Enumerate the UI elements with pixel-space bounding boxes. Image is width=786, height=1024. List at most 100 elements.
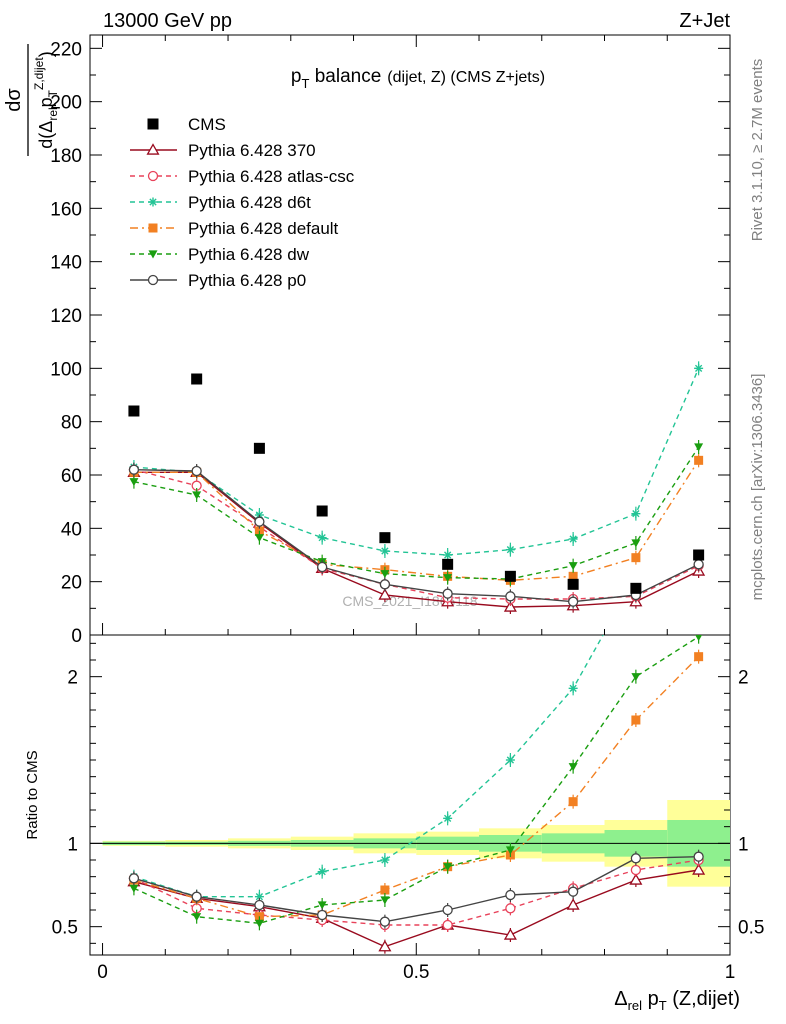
ratio-tick-label-right: 1 <box>738 834 749 855</box>
legend-marker <box>147 274 159 286</box>
ratio-series-point <box>692 863 706 875</box>
main-plot: 0 20 40 60 80 100 120 140 160 180 200 220 CMS_2021_… <box>3 34 731 647</box>
main-y-tick-label: 40 <box>61 519 82 540</box>
y-label-den-mid: p <box>36 97 56 107</box>
x-label-mid: p <box>642 988 659 1010</box>
main-series-point <box>694 455 704 465</box>
ratio-tick-label-right: 0.5 <box>738 918 764 939</box>
main-series-point <box>128 464 140 475</box>
main-series-point <box>254 516 265 527</box>
ratio-series-point <box>317 909 328 921</box>
main-plot-frame <box>89 34 731 636</box>
main-series-point <box>254 534 264 543</box>
main-series-point <box>380 546 390 556</box>
ratio-series-point <box>631 715 641 725</box>
cms-data-point <box>567 578 579 590</box>
main-series-point <box>379 579 391 590</box>
main-series-point <box>443 550 453 560</box>
ratio-series-line <box>133 855 699 923</box>
main-series-point <box>129 478 139 487</box>
legend-marker <box>147 118 159 130</box>
x-label-sub2: T <box>659 998 667 1013</box>
chart-title-main: p <box>291 66 302 87</box>
ratio-series-point <box>254 899 265 911</box>
y-label-numerator: dσ <box>3 88 25 112</box>
main-series-point <box>378 588 392 600</box>
main-series-line <box>133 446 700 580</box>
y-label-den-suffix: ) <box>36 51 56 57</box>
main-y-ticks: 0 20 40 60 80 100 120 140 160 180 200 220 <box>50 39 730 647</box>
legend-marker <box>147 170 159 182</box>
main-y-tick-label: 160 <box>50 199 82 220</box>
ratio-series-point <box>378 939 392 952</box>
cms-data-point <box>253 442 265 454</box>
cms-data-point <box>128 405 140 417</box>
main-series-clip <box>127 361 706 614</box>
ratio-series-point <box>568 797 578 807</box>
ratio-series-point <box>317 901 327 910</box>
main-series-point <box>693 559 704 570</box>
ratio-series-line <box>133 656 700 918</box>
ratio-y-ticks: 0.5 0.5 1 1 2 2 <box>52 642 764 944</box>
main-series-point <box>380 570 390 579</box>
legend-label: Pythia 6.428 atlas-csc <box>188 167 355 186</box>
chart-title-suffix: balance <box>309 66 381 87</box>
y-label-den-sub: rel <box>46 107 60 120</box>
main-series-point <box>631 539 641 548</box>
main-y-tick-label: 100 <box>50 359 82 380</box>
ratio-series-point <box>695 635 703 642</box>
main-series <box>127 361 706 614</box>
main-series-point <box>505 591 516 602</box>
legend-marker <box>148 197 158 207</box>
header-left-label: 13000 GeV pp <box>103 10 232 32</box>
legend-marker <box>146 143 160 155</box>
main-y-tick-label: 20 <box>61 573 82 594</box>
rivet-label: Rivet 3.1.10, ≥ 2.7M events <box>749 59 766 242</box>
x-tick-label: 0.5 <box>403 962 429 983</box>
main-y-tick-label: 80 <box>61 413 82 434</box>
main-series-point <box>568 562 578 571</box>
x-label-suffix: (Z,dijet) <box>667 988 740 1010</box>
ratio-series-line <box>133 636 700 925</box>
ratio-y-label: Ratio to CMS <box>24 750 41 839</box>
main-series-point <box>568 534 578 544</box>
legend-label: Pythia 6.428 p0 <box>188 271 306 290</box>
ratio-tick-label: 1 <box>67 834 78 855</box>
main-series-point <box>503 600 517 612</box>
cms-data-point <box>693 549 705 561</box>
legend-marker <box>148 250 158 259</box>
ratio-plot: 0.5 0.5 1 1 2 2 Ratio to CMS <box>24 634 764 956</box>
ratio-series-point <box>192 913 202 922</box>
main-y-tick-label: 120 <box>50 306 82 327</box>
y-label-den-sup: Z,dijet <box>32 57 46 90</box>
mcplots-label: mcplots.cern.ch [arXiv:1306.3436] <box>749 374 766 601</box>
y-axis-label: dσ d(ΔrelpTZ,dijet) <box>3 44 60 156</box>
ratio-series-point <box>629 873 643 885</box>
ratio-plot-frame <box>89 634 731 956</box>
side-labels: Rivet 3.1.10, ≥ 2.7M events mcplots.cern… <box>749 59 766 601</box>
main-series-point <box>505 545 515 555</box>
legend-label: Pythia 6.428 dw <box>188 245 310 264</box>
legend-label: CMS <box>188 115 226 134</box>
cms-data-point <box>504 570 516 582</box>
x-ticks: 0 0.5 1 <box>97 35 735 983</box>
cms-data-point <box>630 582 642 594</box>
chart-title-small: (dijet, Z) (CMS Z+jets) <box>387 69 545 86</box>
ratio-series-point <box>443 863 453 872</box>
legend-marker <box>148 223 158 233</box>
ratio-tick-label-right: 2 <box>738 668 749 689</box>
ratio-series-point <box>503 928 517 940</box>
ratio-series-point <box>380 896 390 905</box>
ratio-tick-label: 0.5 <box>52 918 78 939</box>
main-y-tick-label: 60 <box>61 466 82 487</box>
ratio-tick-label: 2 <box>67 668 78 689</box>
chart-title: pT balance (dijet, Z) (CMS Z+jets) <box>291 66 545 91</box>
main-y-tick-label: 140 <box>50 253 82 274</box>
main-series-point <box>694 443 704 452</box>
ratio-series-point <box>694 652 704 662</box>
main-series-point <box>631 509 641 519</box>
ratio-series-point <box>379 916 391 927</box>
ratio-series-line <box>133 635 604 898</box>
ratio-series-point <box>191 891 202 902</box>
